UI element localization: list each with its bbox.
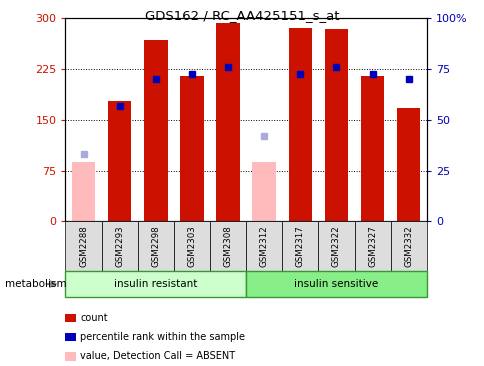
Text: GSM2308: GSM2308 bbox=[223, 225, 232, 267]
Text: GSM2303: GSM2303 bbox=[187, 225, 196, 267]
Text: GDS162 / RC_AA425151_s_at: GDS162 / RC_AA425151_s_at bbox=[145, 9, 339, 22]
Text: GSM2322: GSM2322 bbox=[331, 225, 340, 267]
Text: GSM2312: GSM2312 bbox=[259, 225, 268, 267]
Text: GSM2293: GSM2293 bbox=[115, 225, 124, 267]
Text: GSM2288: GSM2288 bbox=[79, 225, 88, 267]
Text: GSM2332: GSM2332 bbox=[403, 225, 412, 267]
Bar bbox=[72, 162, 95, 221]
Text: insulin sensitive: insulin sensitive bbox=[294, 279, 378, 289]
Bar bbox=[144, 40, 167, 221]
Bar bbox=[216, 23, 239, 221]
Text: GSM2298: GSM2298 bbox=[151, 225, 160, 267]
Bar bbox=[252, 162, 275, 221]
Bar bbox=[108, 101, 131, 221]
Text: metabolism: metabolism bbox=[5, 279, 66, 289]
Bar bbox=[180, 76, 203, 221]
Text: value, Detection Call = ABSENT: value, Detection Call = ABSENT bbox=[80, 351, 235, 361]
Text: GSM2317: GSM2317 bbox=[295, 225, 304, 267]
Bar bbox=[396, 108, 420, 221]
Bar bbox=[288, 29, 311, 221]
Bar bbox=[360, 76, 383, 221]
Bar bbox=[324, 29, 348, 221]
Text: count: count bbox=[80, 313, 107, 323]
Text: GSM2327: GSM2327 bbox=[367, 225, 377, 267]
Text: insulin resistant: insulin resistant bbox=[114, 279, 197, 289]
Text: percentile rank within the sample: percentile rank within the sample bbox=[80, 332, 244, 342]
